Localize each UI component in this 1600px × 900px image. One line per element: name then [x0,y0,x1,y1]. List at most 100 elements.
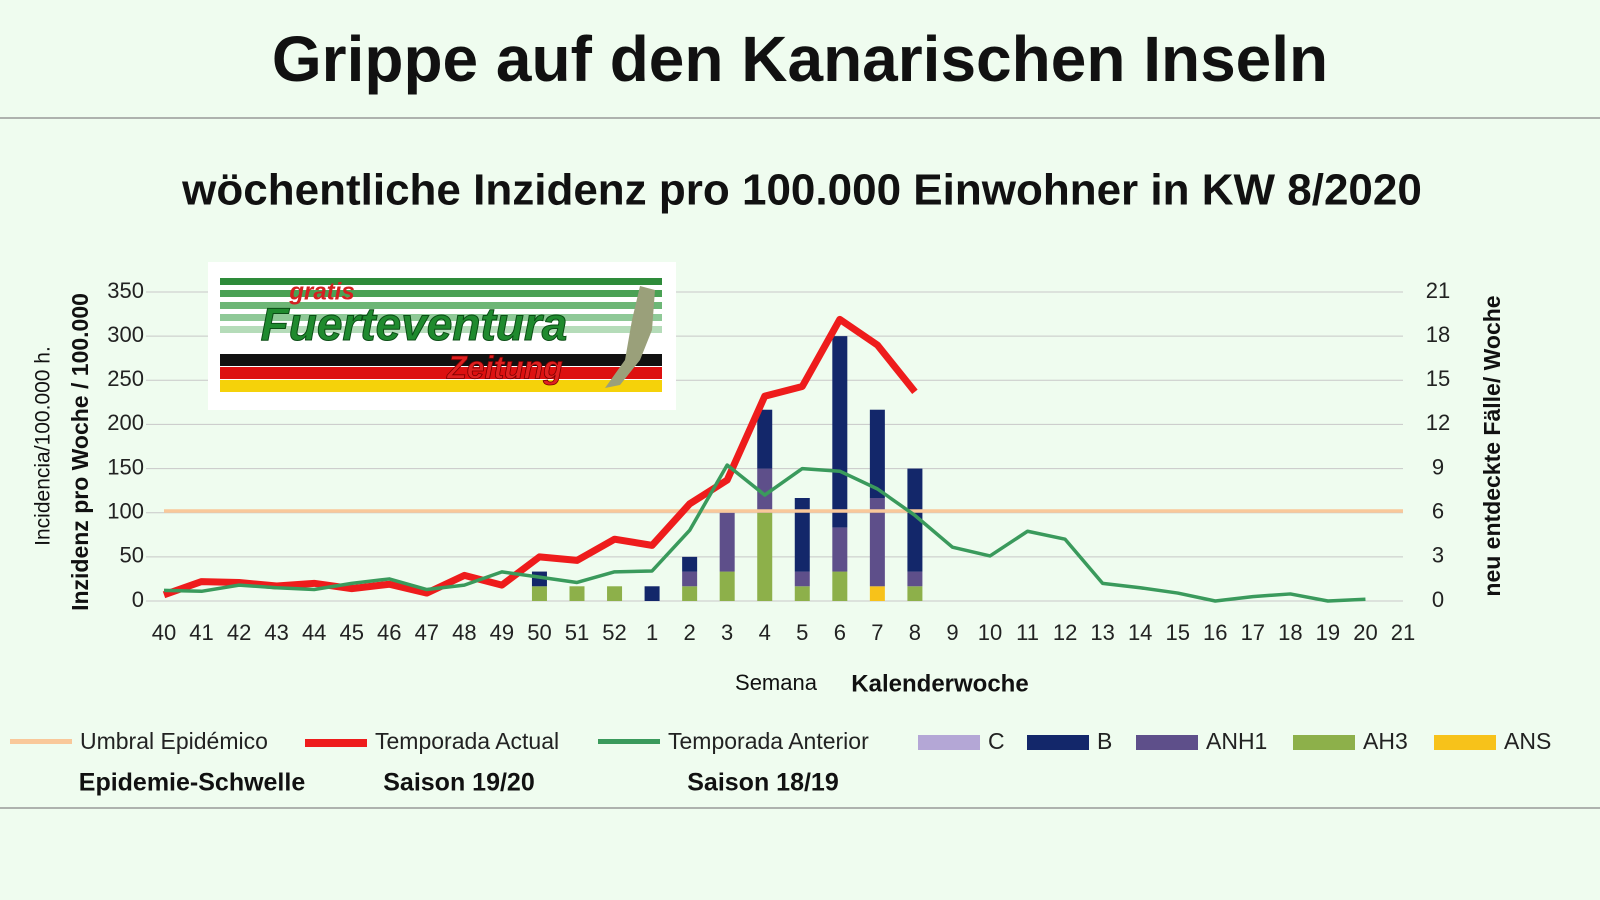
x-tick-label: 49 [490,620,514,645]
bar-segment [794,571,810,587]
line-series [162,315,918,599]
legend-swatch [1293,735,1355,750]
bar-segment [757,512,773,601]
legend-label: B [1097,728,1112,754]
y2-tick-label: 3 [1432,543,1444,568]
bar-segment [832,571,848,601]
x-tick-label: 15 [1165,620,1189,645]
x-tick-label: 20 [1353,620,1377,645]
legend-swatch [918,735,980,750]
y-tick-label: 50 [120,543,144,568]
x-tick-label: 7 [871,620,883,645]
x-tick-label: 48 [452,620,476,645]
x-tick-label: 50 [527,620,551,645]
bar-segment [719,571,735,601]
legend-swatch [1434,735,1496,750]
y2-tick-label: 9 [1432,454,1444,479]
x-tick-label: 4 [759,620,771,645]
x-tick-label: 52 [602,620,626,645]
y-axis-label: Inzidenz pro Woche / 100.000 [67,293,93,611]
x-tick-label: 45 [339,620,363,645]
y2-tick-label: 6 [1432,499,1444,524]
legend: Umbral Epidémico Epidemie-Schwelle Tempora… [10,728,1551,797]
x-tick-label: 13 [1090,620,1114,645]
y-tick-label: 350 [107,278,144,303]
legend-swatch [598,739,660,744]
y2-tick-label: 0 [1432,587,1444,612]
bar-segment [832,336,848,528]
x-tick-label: 2 [684,620,696,645]
legend-label: Temporada Actual [375,728,559,754]
x-tick-label: 19 [1316,620,1340,645]
legend-swatch [1027,735,1089,750]
bar-segment [869,498,885,587]
x-tick-label: 41 [189,620,213,645]
bar-segment [682,571,698,587]
x-tick-label: 47 [415,620,439,645]
chart-title: wöchentliche Inzidenz pro 100.000 Einwoh… [181,166,1422,215]
legend-label: AH3 [1363,728,1408,754]
bar-segment [794,498,810,572]
x-tick-label: 5 [796,620,808,645]
legend-label: C [988,728,1005,754]
bar-segment [794,586,810,601]
bar-segment [682,586,698,601]
x-tick-label: 9 [946,620,958,645]
legend-label: ANS [1504,728,1551,754]
legend-note: Saison 19/20 [383,769,534,797]
legend-label: ANH1 [1206,728,1267,754]
y2-tick-label: 12 [1426,410,1450,435]
y-tick-label: 100 [107,499,144,524]
y2-tick-label: 15 [1426,366,1450,391]
page-title: Grippe auf den Kanarischen Inseln [272,23,1328,95]
x-tick-label: 43 [264,620,288,645]
x-tick-label: 42 [227,620,251,645]
legend-label: Umbral Epidémico [80,728,268,754]
x-tick-label: 6 [834,620,846,645]
y-tick-label: 150 [107,454,144,479]
x-tick-label: 10 [978,620,1002,645]
y2-tick-label: 18 [1426,322,1450,347]
logo-text: Fuerteventura [261,298,568,350]
y-axis-label: Incidencia/100.000 h. [32,346,55,546]
legend-note: Epidemie-Schwelle [79,769,306,797]
bar-segment [757,468,773,513]
bar-segment [757,409,773,469]
y-tick-label: 0 [132,587,144,612]
logo: gratis Fuerteventura Zeitung [208,262,676,410]
x-tick-label: 44 [302,620,326,645]
legend-swatch [1136,735,1198,750]
x-axis-label: Semana [735,670,818,695]
logo-text: Zeitung [446,349,563,385]
y2-axis-label: neu entdeckte Fälle/ Woche [1479,295,1505,596]
legend-note: Saison 18/19 [687,769,838,797]
x-tick-label: 14 [1128,620,1152,645]
x-tick-label: 8 [909,620,921,645]
x-tick-label: 18 [1278,620,1302,645]
bar-segment [682,556,698,572]
bar-segment [569,586,585,601]
legend-label: Temporada Anterior [668,728,869,754]
x-axis-label: Kalenderwoche [851,670,1028,697]
x-tick-label: 12 [1053,620,1077,645]
x-tick-label: 40 [152,620,176,645]
legend-swatch [305,739,367,747]
bar-segment [907,586,923,601]
bar-segment [607,586,623,601]
bar-segment [832,527,848,572]
y-tick-label: 250 [107,366,144,391]
x-tick-label: 1 [646,620,658,645]
bar-segment [869,586,885,601]
bar-segment [719,512,735,572]
logo-text: gratis [288,278,354,305]
x-tick-label: 21 [1391,620,1415,645]
x-tick-label: 11 [1016,620,1039,645]
y2-tick-label: 21 [1426,278,1450,303]
x-tick-label: 3 [721,620,733,645]
line-series [163,463,1366,603]
legend-swatch [10,739,72,744]
x-tick-label: 46 [377,620,401,645]
x-tick-label: 51 [565,620,589,645]
bar-segment [869,409,885,498]
